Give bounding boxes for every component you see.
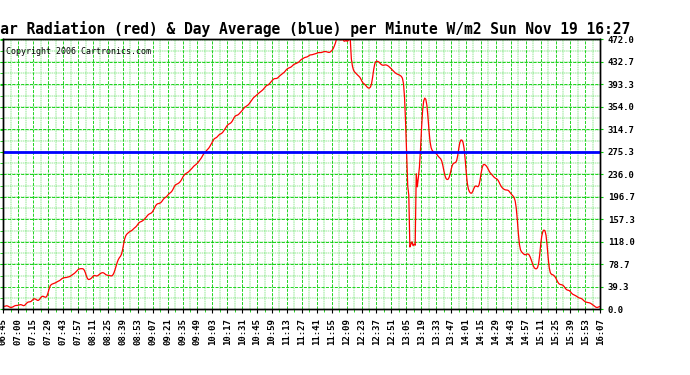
Text: Copyright 2006 Cartronics.com: Copyright 2006 Cartronics.com bbox=[6, 48, 151, 57]
Title: Solar Radiation (red) & Day Average (blue) per Minute W/m2 Sun Nov 19 16:27: Solar Radiation (red) & Day Average (blu… bbox=[0, 21, 630, 37]
